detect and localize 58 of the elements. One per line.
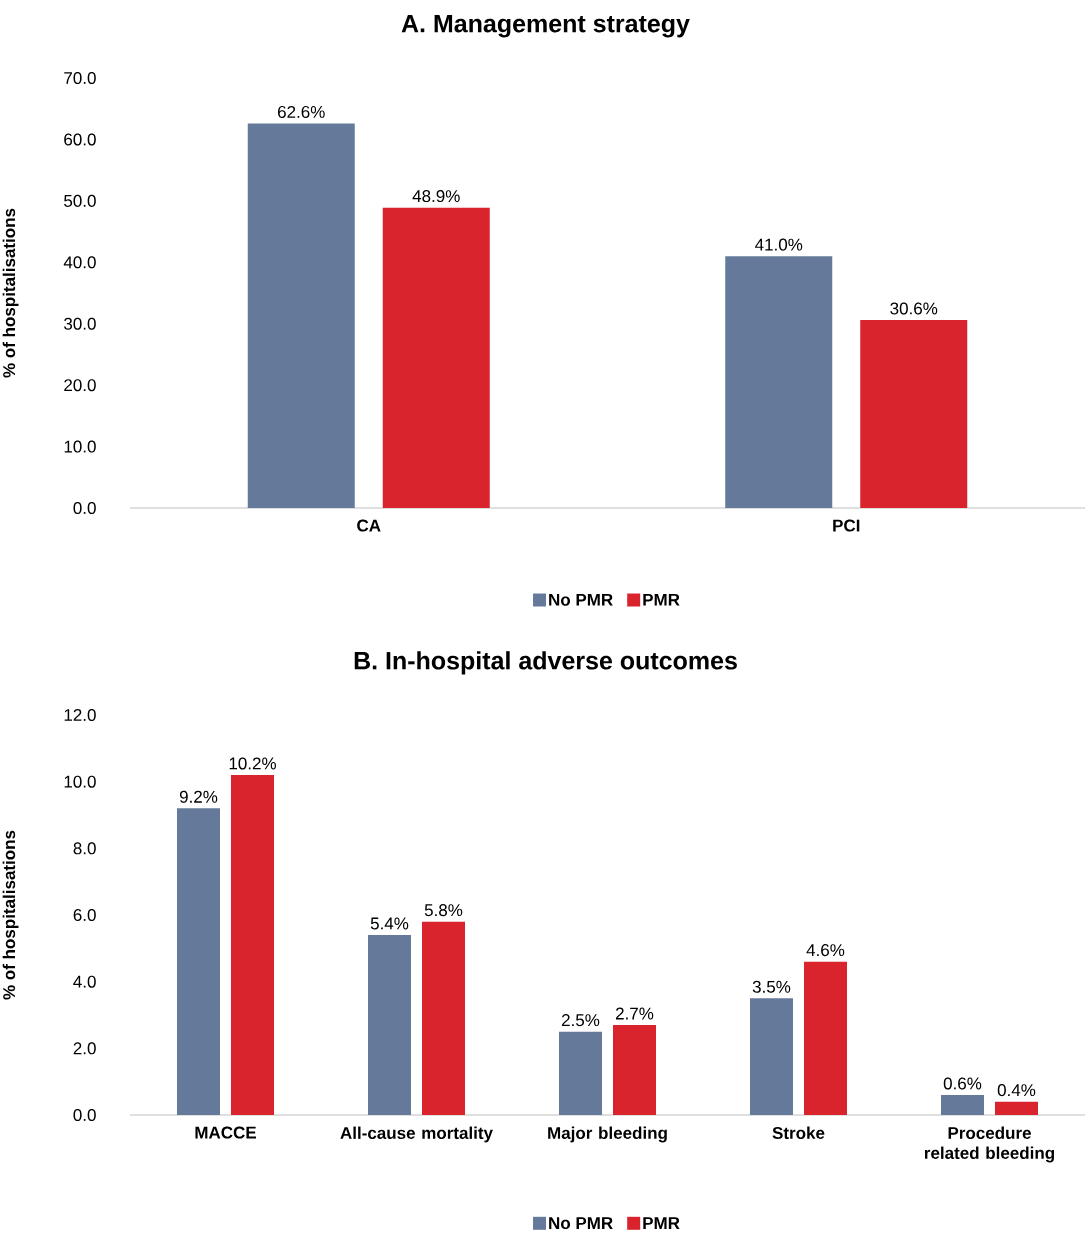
data-label: 0.6%	[943, 1077, 982, 1090]
x-tick-label: MACCE	[195, 1126, 256, 1139]
y-tick-label: 4.0	[73, 975, 96, 988]
data-label: 9.2%	[179, 790, 218, 803]
bar	[941, 1095, 984, 1116]
x-tick-label: Major bleeding	[548, 1126, 667, 1143]
x-tick-label: PCI	[833, 519, 860, 532]
bar	[177, 808, 220, 1116]
x-tick-label: CA	[357, 519, 381, 532]
y-tick-label: 12.0	[64, 708, 96, 722]
legend-label: No PMR	[549, 1217, 613, 1230]
y-axis-title: % of hospitalisations	[2, 830, 19, 1000]
data-label: 5.4%	[370, 917, 409, 930]
y-tick-label: 10.0	[64, 775, 96, 788]
data-label: 0.4%	[997, 1084, 1036, 1097]
y-tick-label: 60.0	[64, 133, 96, 146]
data-label: 3.5%	[752, 980, 791, 993]
bar	[559, 1031, 602, 1116]
legend-label: No PMR	[549, 593, 613, 606]
data-label: 2.7%	[615, 1007, 654, 1020]
y-tick-label: 0.0	[73, 1108, 96, 1122]
y-tick-label: 50.0	[64, 194, 96, 207]
x-tick-label: All-cause mortality	[340, 1126, 493, 1143]
data-label: 48.9%	[412, 190, 460, 203]
y-tick-label: 10.0	[64, 440, 96, 453]
bar	[860, 320, 968, 509]
legend-label: PMR	[643, 593, 680, 606]
legend-label: PMR	[643, 1217, 680, 1229]
y-tick-label: 70.0	[64, 72, 96, 85]
bar	[750, 998, 793, 1116]
bar	[247, 123, 355, 509]
bar	[368, 935, 411, 1116]
chart-title: B. In-hospital adverse outcomes	[354, 651, 737, 675]
y-tick-label: 30.0	[64, 317, 96, 330]
y-tick-label: 0.0	[73, 501, 96, 515]
bar	[803, 961, 847, 1116]
y-tick-label: 40.0	[63, 256, 96, 269]
x-tick-label: Stroke	[772, 1126, 825, 1140]
data-label: 62.6%	[278, 105, 325, 118]
data-label: 2.5%	[561, 1014, 600, 1027]
data-label: 30.6%	[890, 302, 938, 315]
bar	[994, 1101, 1038, 1116]
data-label: 41.0%	[755, 238, 803, 251]
bar	[613, 1025, 656, 1116]
y-tick-label: 8.0	[73, 842, 96, 855]
bar	[422, 921, 465, 1116]
bar	[382, 207, 490, 509]
y-axis-title: % of hospitalisations	[2, 208, 19, 378]
data-label: 5.8%	[424, 904, 463, 917]
bar	[231, 775, 274, 1116]
y-tick-label: 6.0	[73, 908, 96, 922]
data-label: 10.2%	[229, 757, 276, 770]
y-tick-label: 2.0	[73, 1042, 96, 1055]
data-label: 4.6%	[806, 944, 845, 957]
chart-title: A. Management strategy	[401, 14, 690, 38]
y-tick-label: 20.0	[64, 379, 96, 392]
bar	[725, 256, 833, 509]
x-tick-label: Procedure related bleeding	[924, 1126, 1055, 1163]
